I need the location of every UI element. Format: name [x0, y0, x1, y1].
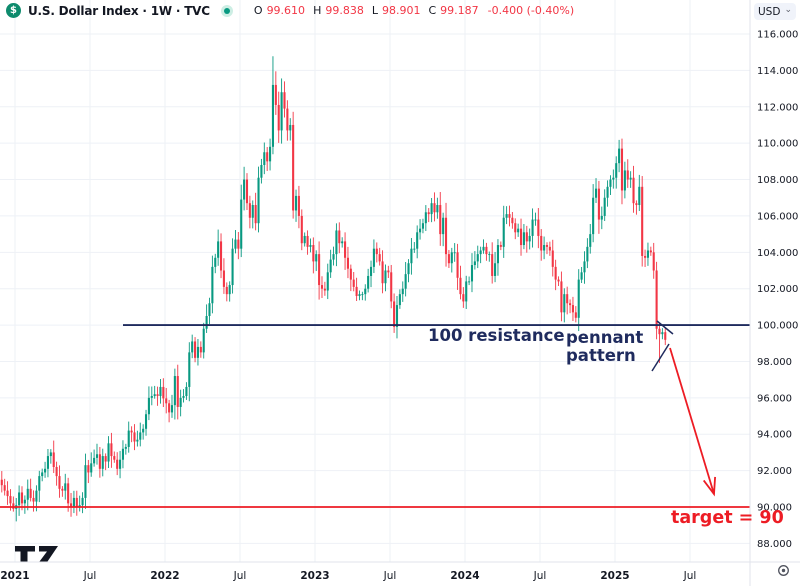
grid-layer: [0, 0, 750, 562]
open-label: O: [253, 4, 263, 17]
symbol-logo-icon[interactable]: $: [6, 3, 21, 18]
high-label: H: [313, 4, 322, 17]
time-axis-label: 2024: [450, 570, 479, 582]
time-axis-label: Jul: [683, 570, 697, 582]
tradingview-logo[interactable]: [14, 545, 66, 563]
time-axis-label: 2022: [150, 570, 179, 582]
time-axis-label: Jul: [383, 570, 397, 582]
symbol-legend: $ U.S. Dollar Index · 1W · TVC O 99.610 …: [6, 3, 574, 18]
price-axis-label: 98.000: [757, 357, 792, 368]
price-axis-label: 114.000: [757, 66, 798, 77]
ohlc-legend: O 99.610 H 99.838 L 98.901 C 99.187 -0.4…: [250, 4, 574, 17]
pennant-label-line2: pattern: [566, 345, 636, 365]
target-arrow: [669, 347, 715, 495]
currency-label: USD: [758, 5, 781, 18]
time-axis-label: 2021: [0, 570, 29, 582]
change-value: -0.400 (-0.40%): [487, 4, 575, 17]
candles-layer: [0, 56, 667, 522]
chevron-down-icon: ⌄: [784, 5, 792, 15]
currency-selector[interactable]: USD ⌄: [754, 3, 796, 20]
pennant-label[interactable]: pennant pattern: [566, 329, 643, 364]
price-axis-label: 100.000: [757, 321, 798, 332]
price-axis-label: 108.000: [757, 175, 798, 186]
close-label: C: [428, 4, 437, 17]
target-arrowhead: [702, 476, 716, 497]
time-axis[interactable]: 2021 Jul 2022 Jul 2023 Jul 2024 Jul 2025 Jul: [0, 570, 696, 582]
pennant-label-line1: pennant: [566, 328, 644, 347]
price-axis-label: 88.000: [757, 539, 792, 550]
time-axis-label: 2023: [300, 570, 329, 582]
target-label[interactable]: target = 90: [671, 508, 784, 528]
time-axis-label: Jul: [83, 570, 97, 582]
market-status-icon[interactable]: [220, 4, 233, 17]
close-value: 99.187: [440, 4, 479, 17]
price-axis[interactable]: 116.000 114.000 112.000 110.000 108.000 106.0…: [757, 30, 798, 550]
pennant-upper-line: [656, 320, 674, 335]
high-value: 99.838: [325, 4, 364, 17]
price-axis-label: 96.000: [757, 393, 792, 404]
time-axis-label: 2025: [600, 570, 629, 582]
pennant-lower-line: [651, 343, 670, 372]
low-value: 98.901: [381, 4, 421, 17]
open-value: 99.610: [266, 4, 306, 17]
low-label: L: [371, 4, 378, 17]
gear-icon[interactable]: [775, 562, 791, 578]
price-axis-label: 112.000: [757, 102, 798, 113]
price-axis-label: 104.000: [757, 248, 798, 259]
price-axis-label: 116.000: [757, 30, 798, 41]
price-axis-label: 102.000: [757, 284, 798, 295]
time-axis-label: Jul: [533, 570, 547, 582]
resistance-label[interactable]: 100 resistance: [428, 326, 565, 345]
price-axis-label: 106.000: [757, 211, 798, 222]
time-axis-label: Jul: [233, 570, 247, 582]
symbol-logo-letter: $: [10, 4, 17, 16]
drawings-layer[interactable]: [0, 320, 750, 508]
price-axis-label: 90.000: [757, 503, 792, 514]
symbol-title[interactable]: U.S. Dollar Index · 1W · TVC: [28, 3, 210, 18]
price-axis-label: 110.000: [757, 139, 798, 150]
price-axis-label: 94.000: [757, 430, 792, 441]
price-axis-label: 92.000: [757, 466, 792, 477]
